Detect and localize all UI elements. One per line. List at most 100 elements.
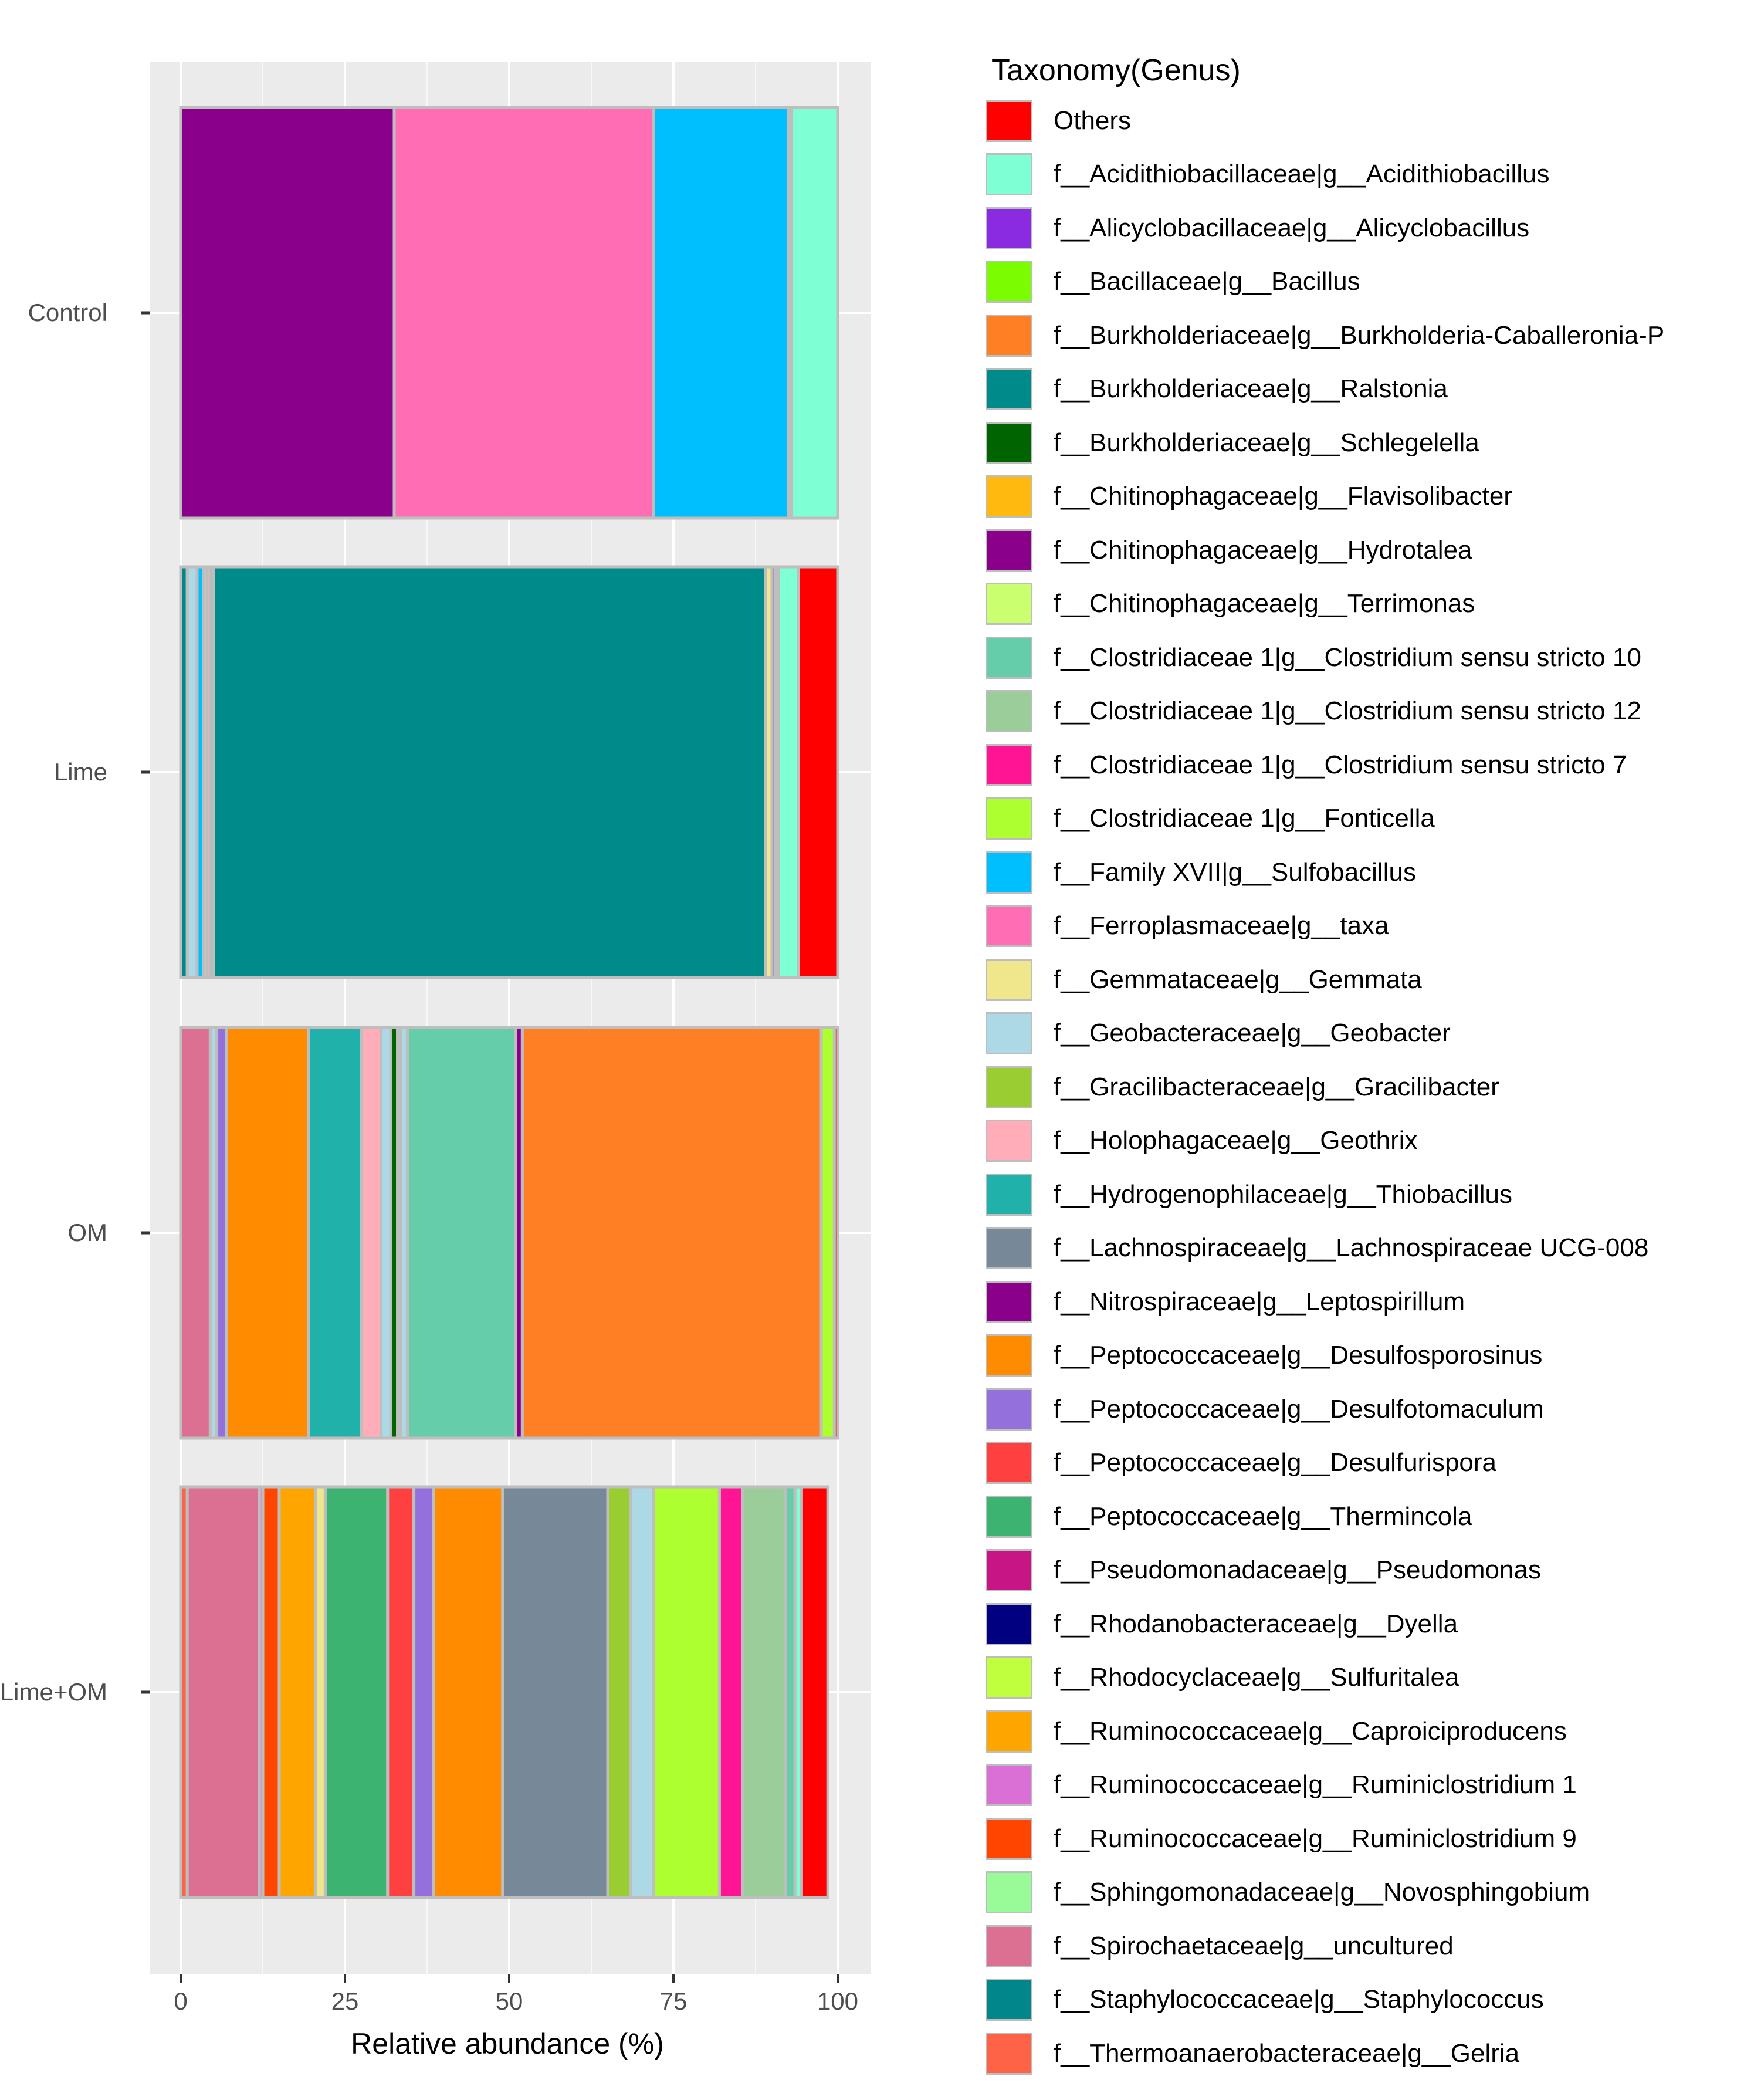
legend-label: f__Lachnospiraceae|g__Lachnospiraceae UC… — [1054, 1233, 1649, 1263]
legend-item: f__Hydrogenophilaceae|g__Thiobacillus — [986, 1168, 1736, 1222]
legend-label: f__Staphylococcaceae|g__Staphylococcus — [1054, 1985, 1544, 2014]
legend-item: f__Clostridiaceae 1|g__Clostridium sensu… — [986, 631, 1736, 685]
bar-segment — [741, 1485, 787, 1899]
legend-label: f__Acidithiobacillaceae|g__Acidithiobaci… — [1054, 160, 1550, 189]
legend-label: f__Holophagaceae|g__Geothrix — [1054, 1126, 1418, 1155]
legend-swatch — [986, 1066, 1032, 1108]
x-tick-label: 100 — [817, 1987, 858, 2015]
legend-swatch — [986, 1871, 1032, 1914]
stacked-bars — [179, 106, 839, 1899]
bar-lime — [179, 565, 839, 979]
x-tick-label: 75 — [660, 1987, 688, 2015]
legend-swatch — [986, 1602, 1032, 1645]
y-tick-label: Control — [28, 299, 107, 326]
bar-segment — [777, 565, 800, 979]
bar-segment — [783, 1485, 797, 1899]
bar-segment — [225, 1026, 310, 1440]
legend-label: f__Burkholderiaceae|g__Schlegelella — [1054, 428, 1479, 457]
legend-item: f__Sphingomonadaceae|g__Novosphingobium — [986, 1866, 1736, 1920]
legend-item: f__Chitinophagaceae|g__Terrimonas — [986, 577, 1736, 631]
legend-label: f__Chitinophagaceae|g__Hydrotalea — [1054, 535, 1472, 564]
legend-item: f__Peptococcaceae|g__Desulfotomaculum — [986, 1382, 1736, 1436]
legend-label: f__Ruminococcaceae|g__Ruminiclostridium … — [1054, 1770, 1577, 1800]
legend-swatch — [986, 1120, 1032, 1162]
legend-item: f__Pseudomonadaceae|g__Pseudomonas — [986, 1544, 1736, 1598]
legend-label: f__Rhodanobacteraceae|g__Dyella — [1054, 1609, 1458, 1638]
y-axis: Control Lime OM Lime+OM — [0, 299, 150, 1706]
bar-segment — [717, 1485, 744, 1899]
legend-label: f__Chitinophagaceae|g__Terrimonas — [1054, 589, 1475, 618]
bar-segment — [405, 1026, 517, 1440]
legend-swatch — [986, 1764, 1032, 1807]
legend-item: f__Alicyclobacillaceae|g__Alicyclobacill… — [986, 201, 1736, 255]
bar-segment — [819, 1026, 836, 1440]
legend-item: f__Chitinophagaceae|g__Flavisolibacter — [986, 470, 1736, 524]
legend-swatch — [986, 1549, 1032, 1592]
y-tick-label: Lime — [54, 758, 107, 786]
legend-swatch — [986, 1334, 1032, 1377]
legend-swatch — [986, 905, 1032, 948]
bar-segment — [501, 1485, 609, 1899]
legend-label: f__Spirochaetaceae|g__uncultured — [1054, 1931, 1454, 1960]
chart-plot: Control Lime OM Lime+OM 0 25 50 75 100 Relative… — [0, 62, 871, 2060]
bar-segment — [412, 1485, 435, 1899]
legend-label: f__Ruminococcaceae|g__Ruminiclostridium … — [1054, 1824, 1577, 1853]
legend-label: f__Nitrospiraceae|g__Leptospirillum — [1054, 1287, 1465, 1316]
bar-segment — [392, 106, 655, 520]
legend-swatch — [986, 1173, 1032, 1216]
legend-label: f__Family XVII|g__Sulfobacillus — [1054, 857, 1416, 887]
legend-label: f__Clostridiaceae 1|g__Fonticella — [1054, 804, 1435, 833]
bar-segment — [432, 1485, 504, 1899]
legend-item: f__Spirochaetaceae|g__uncultured — [986, 1919, 1736, 1973]
legend-label: f__Burkholderiaceae|g__Burkholderia-Caba… — [1054, 320, 1665, 350]
legend-item: Others — [986, 94, 1736, 148]
legend-swatch — [986, 207, 1032, 249]
legend-label: f__Peptococcaceae|g__Desulfosporosinus — [1054, 1341, 1543, 1370]
bar-segment — [261, 1485, 281, 1899]
x-tick-label: 50 — [496, 1987, 523, 2015]
legend-swatch — [986, 1656, 1032, 1699]
bar-segment — [307, 1026, 363, 1440]
bar-segment — [800, 1485, 829, 1899]
legend-label: f__Gracilibacteraceae|g__Gracilibacter — [1054, 1072, 1499, 1101]
x-tick-label: 0 — [174, 1987, 187, 2015]
legend-label: f__Rhodocyclaceae|g__Sulfuritalea — [1054, 1663, 1459, 1692]
legend-swatch — [986, 529, 1032, 572]
legend-label: f__Sphingomonadaceae|g__Novosphingobium — [1054, 1878, 1590, 1907]
x-tick-label: 25 — [331, 1987, 359, 2015]
legend-item: f__Ruminococcaceae|g__Caproiciproducens — [986, 1705, 1736, 1759]
legend-swatch — [986, 1495, 1032, 1538]
legend-label: f__Hydrogenophilaceae|g__Thiobacillus — [1054, 1179, 1512, 1209]
legend: Taxonomy(Genus) Others f__Acidithiobacill… — [986, 47, 1736, 2081]
legend-label: f__Ruminococcaceae|g__Caproiciproducens — [1054, 1716, 1567, 1746]
legend-label: f__Gemmataceae|g__Gemmata — [1054, 965, 1422, 994]
legend-item: f__Lachnospiraceae|g__Lachnospiraceae UC… — [986, 1222, 1736, 1276]
bar-segment — [323, 1485, 390, 1899]
legend-label: f__Clostridiaceae 1|g__Clostridium sensu… — [1054, 750, 1627, 779]
legend-label: f__Peptococcaceae|g__Thermincola — [1054, 1502, 1472, 1531]
bar-segment — [185, 1485, 261, 1899]
legend-swatch — [986, 1442, 1032, 1484]
legend-item: f__Rhodocyclaceae|g__Sulfuritalea — [986, 1651, 1736, 1705]
legend-swatch — [986, 1012, 1032, 1055]
legend-swatch — [986, 1925, 1032, 1967]
legend-swatch — [986, 368, 1032, 411]
legend-swatch — [986, 1388, 1032, 1431]
legend-label: f__Bacillaceae|g__Bacillus — [1054, 267, 1360, 296]
legend-swatch — [986, 797, 1032, 840]
legend-label: f__Geobacteraceae|g__Geobacter — [1054, 1019, 1451, 1048]
legend-item: f__Burkholderiaceae|g__Schlegelella — [986, 416, 1736, 470]
legend-swatch — [986, 743, 1032, 786]
bar-segment — [277, 1485, 317, 1899]
legend-item: f__Ruminococcaceae|g__Ruminiclostridium … — [986, 1759, 1736, 1812]
bar-segment — [520, 1026, 823, 1440]
legend-swatch — [986, 475, 1032, 518]
x-axis: 0 25 50 75 100 — [174, 1974, 858, 2015]
bar-segment — [215, 1026, 228, 1440]
legend-swatch — [986, 1817, 1032, 1860]
legend-swatch — [986, 2032, 1032, 2075]
legend-item: f__Ferroplasmaceae|g__taxa — [986, 899, 1736, 953]
legend-swatch — [986, 421, 1032, 464]
legend-item: f__Gracilibacteraceae|g__Gracilibacter — [986, 1060, 1736, 1114]
legend-swatch — [986, 1280, 1032, 1323]
